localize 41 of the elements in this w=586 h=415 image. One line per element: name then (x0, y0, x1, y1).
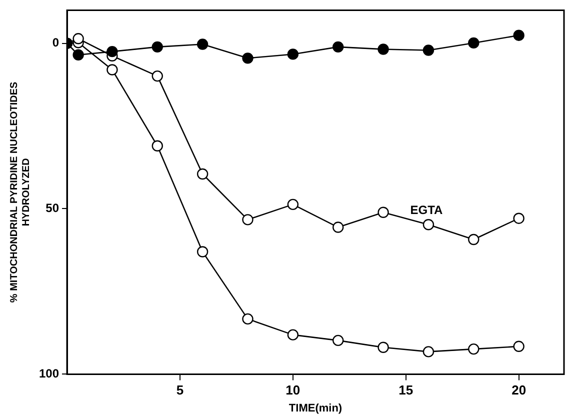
point (106, 46, 118, 58)
point (378, 206, 389, 218)
point (513, 212, 524, 224)
y-tick-label: 0 (52, 36, 60, 50)
y-axis-title: % MITOCHONDRIAL PYRIDINE NUCLEOTIDES HYDROLYZED (8, 81, 32, 303)
point (152, 70, 163, 82)
point (513, 30, 524, 41)
point (72, 49, 84, 60)
point (422, 346, 434, 358)
point (152, 140, 163, 152)
point (378, 44, 389, 55)
point (468, 234, 480, 246)
series-label: EGTA (410, 202, 444, 217)
point (422, 44, 434, 56)
point (287, 329, 299, 340)
x-axis-title: TIME(min) (288, 402, 342, 414)
y-tick-label: 50 (46, 201, 60, 216)
point (287, 48, 299, 60)
point (422, 219, 434, 230)
point (152, 41, 163, 53)
point (242, 313, 254, 325)
point (106, 64, 118, 76)
point (196, 168, 208, 180)
x-tick-label: 20 (512, 382, 526, 398)
point (513, 340, 524, 352)
y-tick-label: 100 (38, 366, 60, 381)
point (196, 246, 208, 258)
x-tick-label: 15 (398, 382, 414, 398)
point (468, 37, 480, 49)
x-tick-label: 5 (176, 382, 184, 398)
point (287, 198, 299, 210)
point (196, 38, 208, 50)
point (242, 214, 254, 226)
point (332, 222, 344, 233)
point (332, 334, 344, 346)
x-tick-label: 10 (286, 382, 300, 398)
point (468, 343, 480, 355)
point (72, 33, 84, 44)
point (332, 41, 344, 53)
point (378, 342, 389, 353)
point (242, 52, 254, 64)
